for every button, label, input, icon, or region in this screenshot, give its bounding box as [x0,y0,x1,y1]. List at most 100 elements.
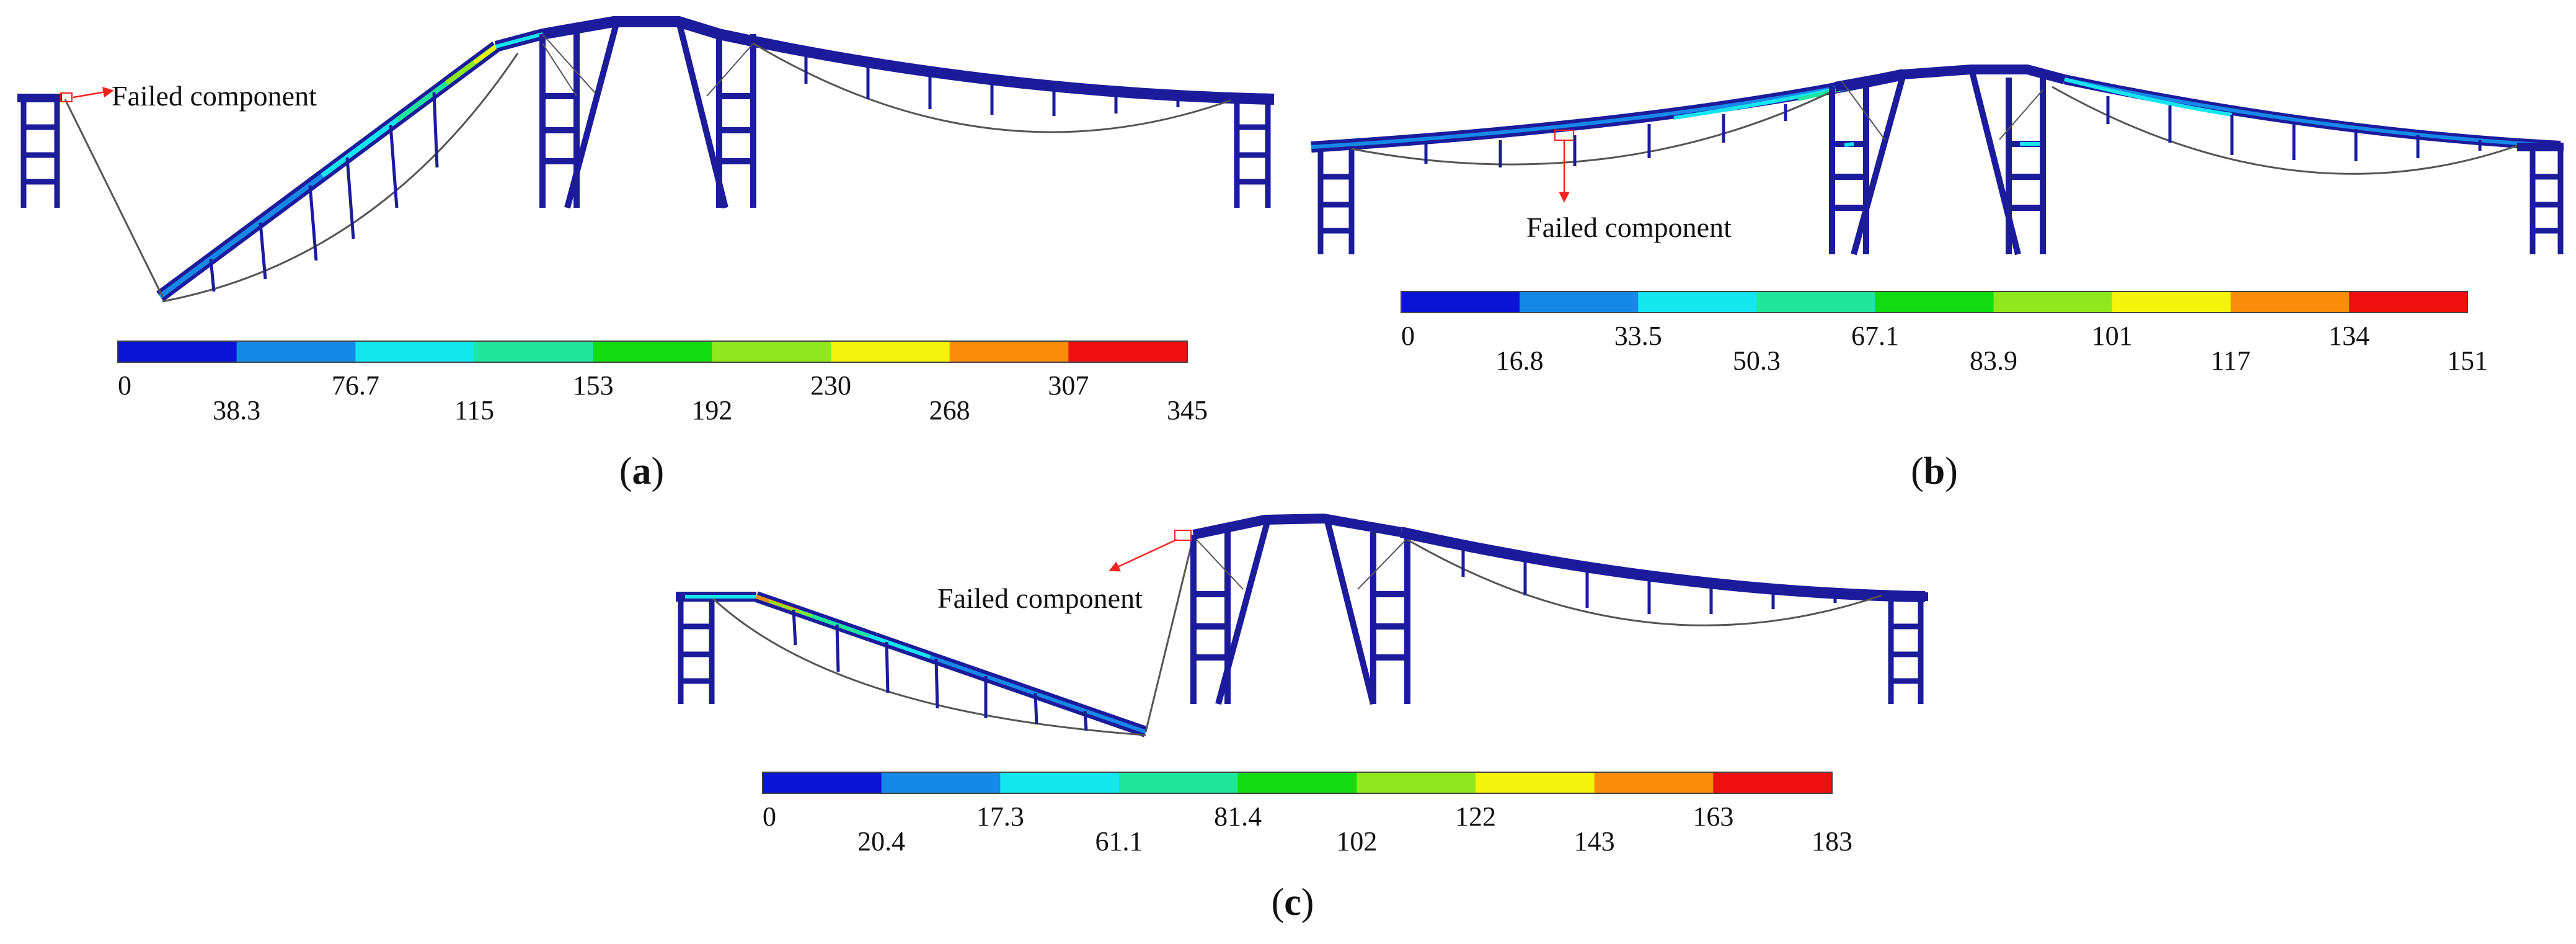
legend-tick-label: 153 [573,370,614,401]
legend-swatch [2230,292,2350,313]
panel-c-failure-label: Failed component [937,582,1143,614]
legend-swatch [1357,772,1476,793]
panel-a-tower-1 [539,19,728,209]
legend-tick-label: 122 [1455,801,1496,832]
panel-a-tower-2 [716,34,756,208]
legend-tick-label: 115 [454,395,494,425]
legend-tick-label: 163 [1693,801,1733,832]
panel-a: Failed component 0 38.3 76.7 115 153 192 230 26… [17,16,1275,492]
legend-tick-label: 0 [763,801,776,832]
legend-tick-label: 117 [2211,345,2251,376]
legend-swatch [118,341,237,362]
panel-b-legend: 0 16.8 33.5 50.3 67.1 83.9 101 117 134 151 [1401,291,2488,376]
legend-swatch [1638,292,1757,313]
legend-swatch [1520,292,1639,313]
panel-b-left-span [1311,69,1905,167]
legend-tick-label: 143 [1574,826,1615,857]
legend-tick-label: 268 [929,395,970,425]
panel-c: Failed component 0 20.4 17.3 61.1 81.4 102 122… [676,513,1928,924]
legend-tick-label: 17.3 [976,801,1024,832]
legend-swatch [1713,772,1833,793]
legend-tick-label: 67.1 [1851,321,1899,351]
legend-tick-label: 38.3 [213,395,260,425]
legend-tick-label: 307 [1048,370,1089,401]
panel-b-main-cable [2052,86,2518,175]
panel-b-main-girder [1834,65,2561,151]
panel-b: Failed component 0 16.8 33.5 50.3 67.1 83.9 10… [1311,65,2564,492]
panel-a-main-cable [753,42,1234,133]
legend-swatch [831,341,950,362]
panel-a-failure-label: Failed component [112,80,317,112]
legend-swatch [949,341,1069,362]
legend-swatch [763,772,882,793]
legend-swatch [593,341,712,362]
legend-tick-label: 20.4 [857,826,905,857]
panel-b-structure [1311,65,2564,256]
panel-c-legend: 0 20.4 17.3 61.1 81.4 102 122 143 163 183 [762,772,1852,857]
legend-swatch [1756,292,1875,313]
legend-tick-label: 134 [2329,321,2370,351]
legend-swatch [712,341,831,362]
panel-a-collapsed-span [156,41,519,303]
panel-b-left-pier [1317,147,1355,254]
panel-c-tower-2 [1370,532,1410,704]
legend-tick-label: 0 [1401,321,1415,351]
panel-a-legend: 0 38.3 76.7 115 153 192 230 268 307 345 [117,341,1208,425]
legend-tick-label: 81.4 [1214,801,1262,832]
legend-swatch [881,772,1001,793]
panel-a-structure [17,16,1275,303]
panel-c-structure [676,513,1928,737]
legend-frame [117,341,1188,363]
legend-swatch [1875,292,1994,313]
legend-swatch [1401,292,1520,313]
legend-tick-label: 83.9 [1970,345,2017,376]
legend-tick-label: 61.1 [1095,826,1143,857]
legend-tick-label: 50.3 [1733,345,1781,376]
panel-a-label: (a) [619,450,664,492]
legend-swatch [1594,772,1714,793]
legend-tick-label: 16.8 [1496,345,1544,376]
legend-tick-label: 101 [2092,321,2133,351]
panel-b-tower-1 [1829,68,2021,256]
legend-tick-label: 33.5 [1614,321,1662,351]
panel-a-right-pier [1231,95,1274,208]
legend-swatch [2112,292,2231,313]
panel-c-label: (c) [1272,881,1314,924]
panel-a-failure-arrow [73,87,114,99]
panel-a-failure-marker [60,92,73,102]
panel-c-right-pier [1885,592,1928,704]
legend-tick-label: 192 [691,395,732,425]
panel-c-tower-1 [1190,517,1376,705]
panel-c-failure-marker [1174,530,1192,541]
legend-swatch [1993,292,2113,313]
legend-swatch [355,341,475,362]
panel-a-left-pier [17,94,62,208]
panel-c-main-cable [1407,538,1882,626]
legend-swatch [1237,772,1357,793]
legend-tick-label: 0 [118,370,131,401]
legend-swatch [1476,772,1595,793]
legend-tick-label: 345 [1167,395,1208,425]
panel-c-collapsed-span [676,591,1148,737]
legend-tick-label: 151 [2447,345,2488,376]
legend-tick-label: 183 [1812,826,1852,857]
legend-tick-label: 76.7 [332,370,379,401]
legend-swatch [1068,341,1188,362]
legend-tick-label: 230 [810,370,851,401]
panel-c-failed-cable [1144,536,1195,732]
legend-swatch [2348,292,2468,313]
legend-swatch [1000,772,1120,793]
legend-frame [1401,291,2468,313]
panel-b-label: (b) [1911,450,1958,492]
panel-b-failure-label: Failed component [1526,212,1732,243]
panel-a-failed-cable [64,99,164,297]
legend-swatch [236,341,356,362]
legend-swatch [1119,772,1239,793]
panel-c-left-pier [678,597,715,704]
legend-swatch [474,341,594,362]
panel-b-right-pier [2517,143,2564,254]
legend-tick-label: 102 [1336,826,1377,857]
panel-c-failure-arrow [1109,538,1177,572]
legend-frame [762,772,1833,794]
